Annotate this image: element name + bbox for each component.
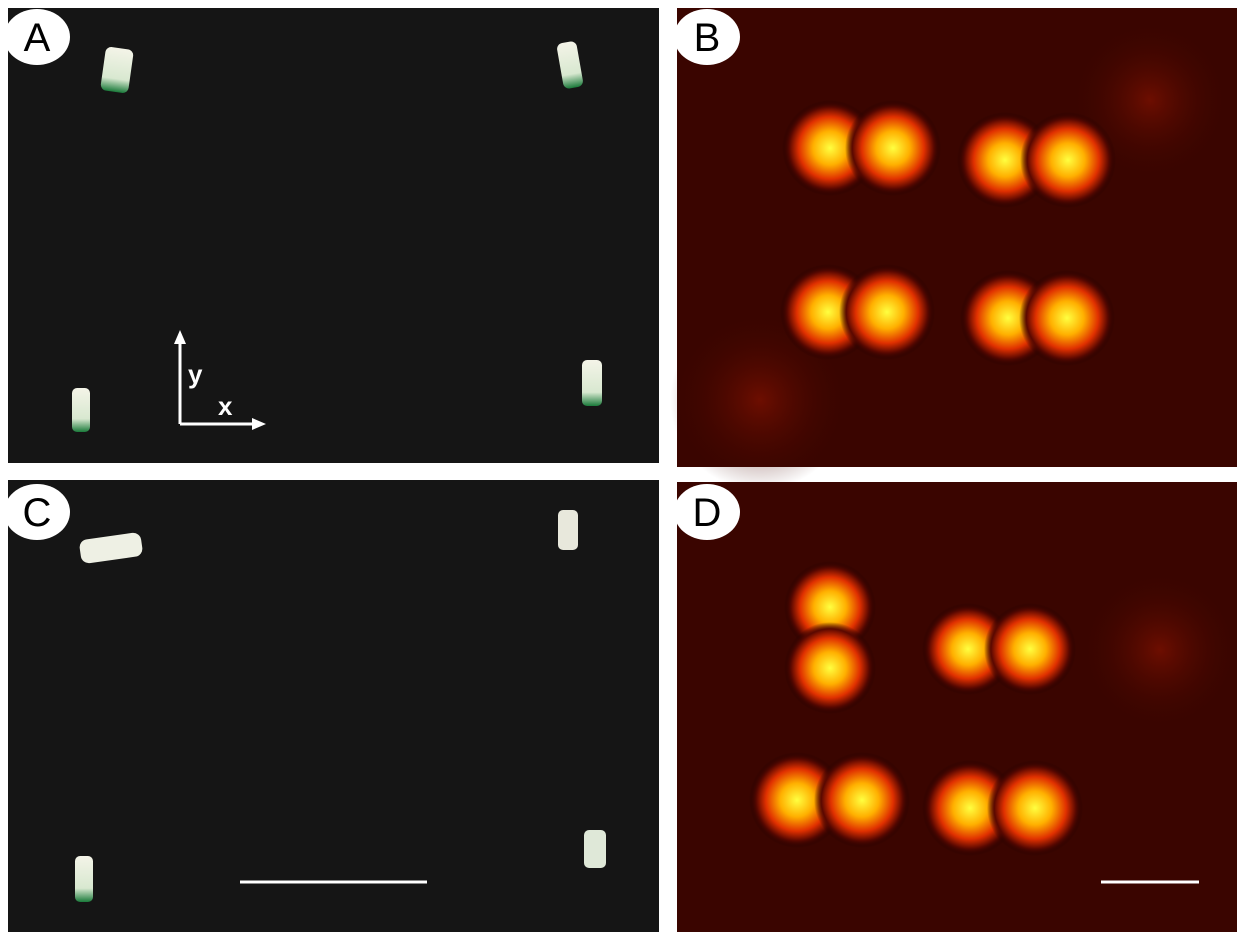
panel-label: B xyxy=(694,16,721,60)
x-axis-label: x xyxy=(218,391,233,421)
spot xyxy=(839,264,935,360)
spot xyxy=(845,100,941,196)
particle xyxy=(584,830,606,868)
page: y x A B C xyxy=(0,0,1237,932)
panel-label: C xyxy=(23,491,52,535)
y-axis-label: y xyxy=(188,359,203,389)
spot xyxy=(987,760,1083,856)
particle xyxy=(72,388,90,432)
panel-label: D xyxy=(693,491,722,535)
spot xyxy=(784,622,876,714)
spot xyxy=(984,603,1076,695)
particle xyxy=(582,360,602,406)
particle xyxy=(75,856,93,902)
spot xyxy=(1020,112,1116,208)
figure: y x A B C xyxy=(0,0,1237,932)
panel-label: A xyxy=(24,16,51,60)
spot xyxy=(814,752,910,848)
particle xyxy=(558,510,578,550)
haze xyxy=(1080,570,1237,730)
spot xyxy=(1019,270,1115,366)
